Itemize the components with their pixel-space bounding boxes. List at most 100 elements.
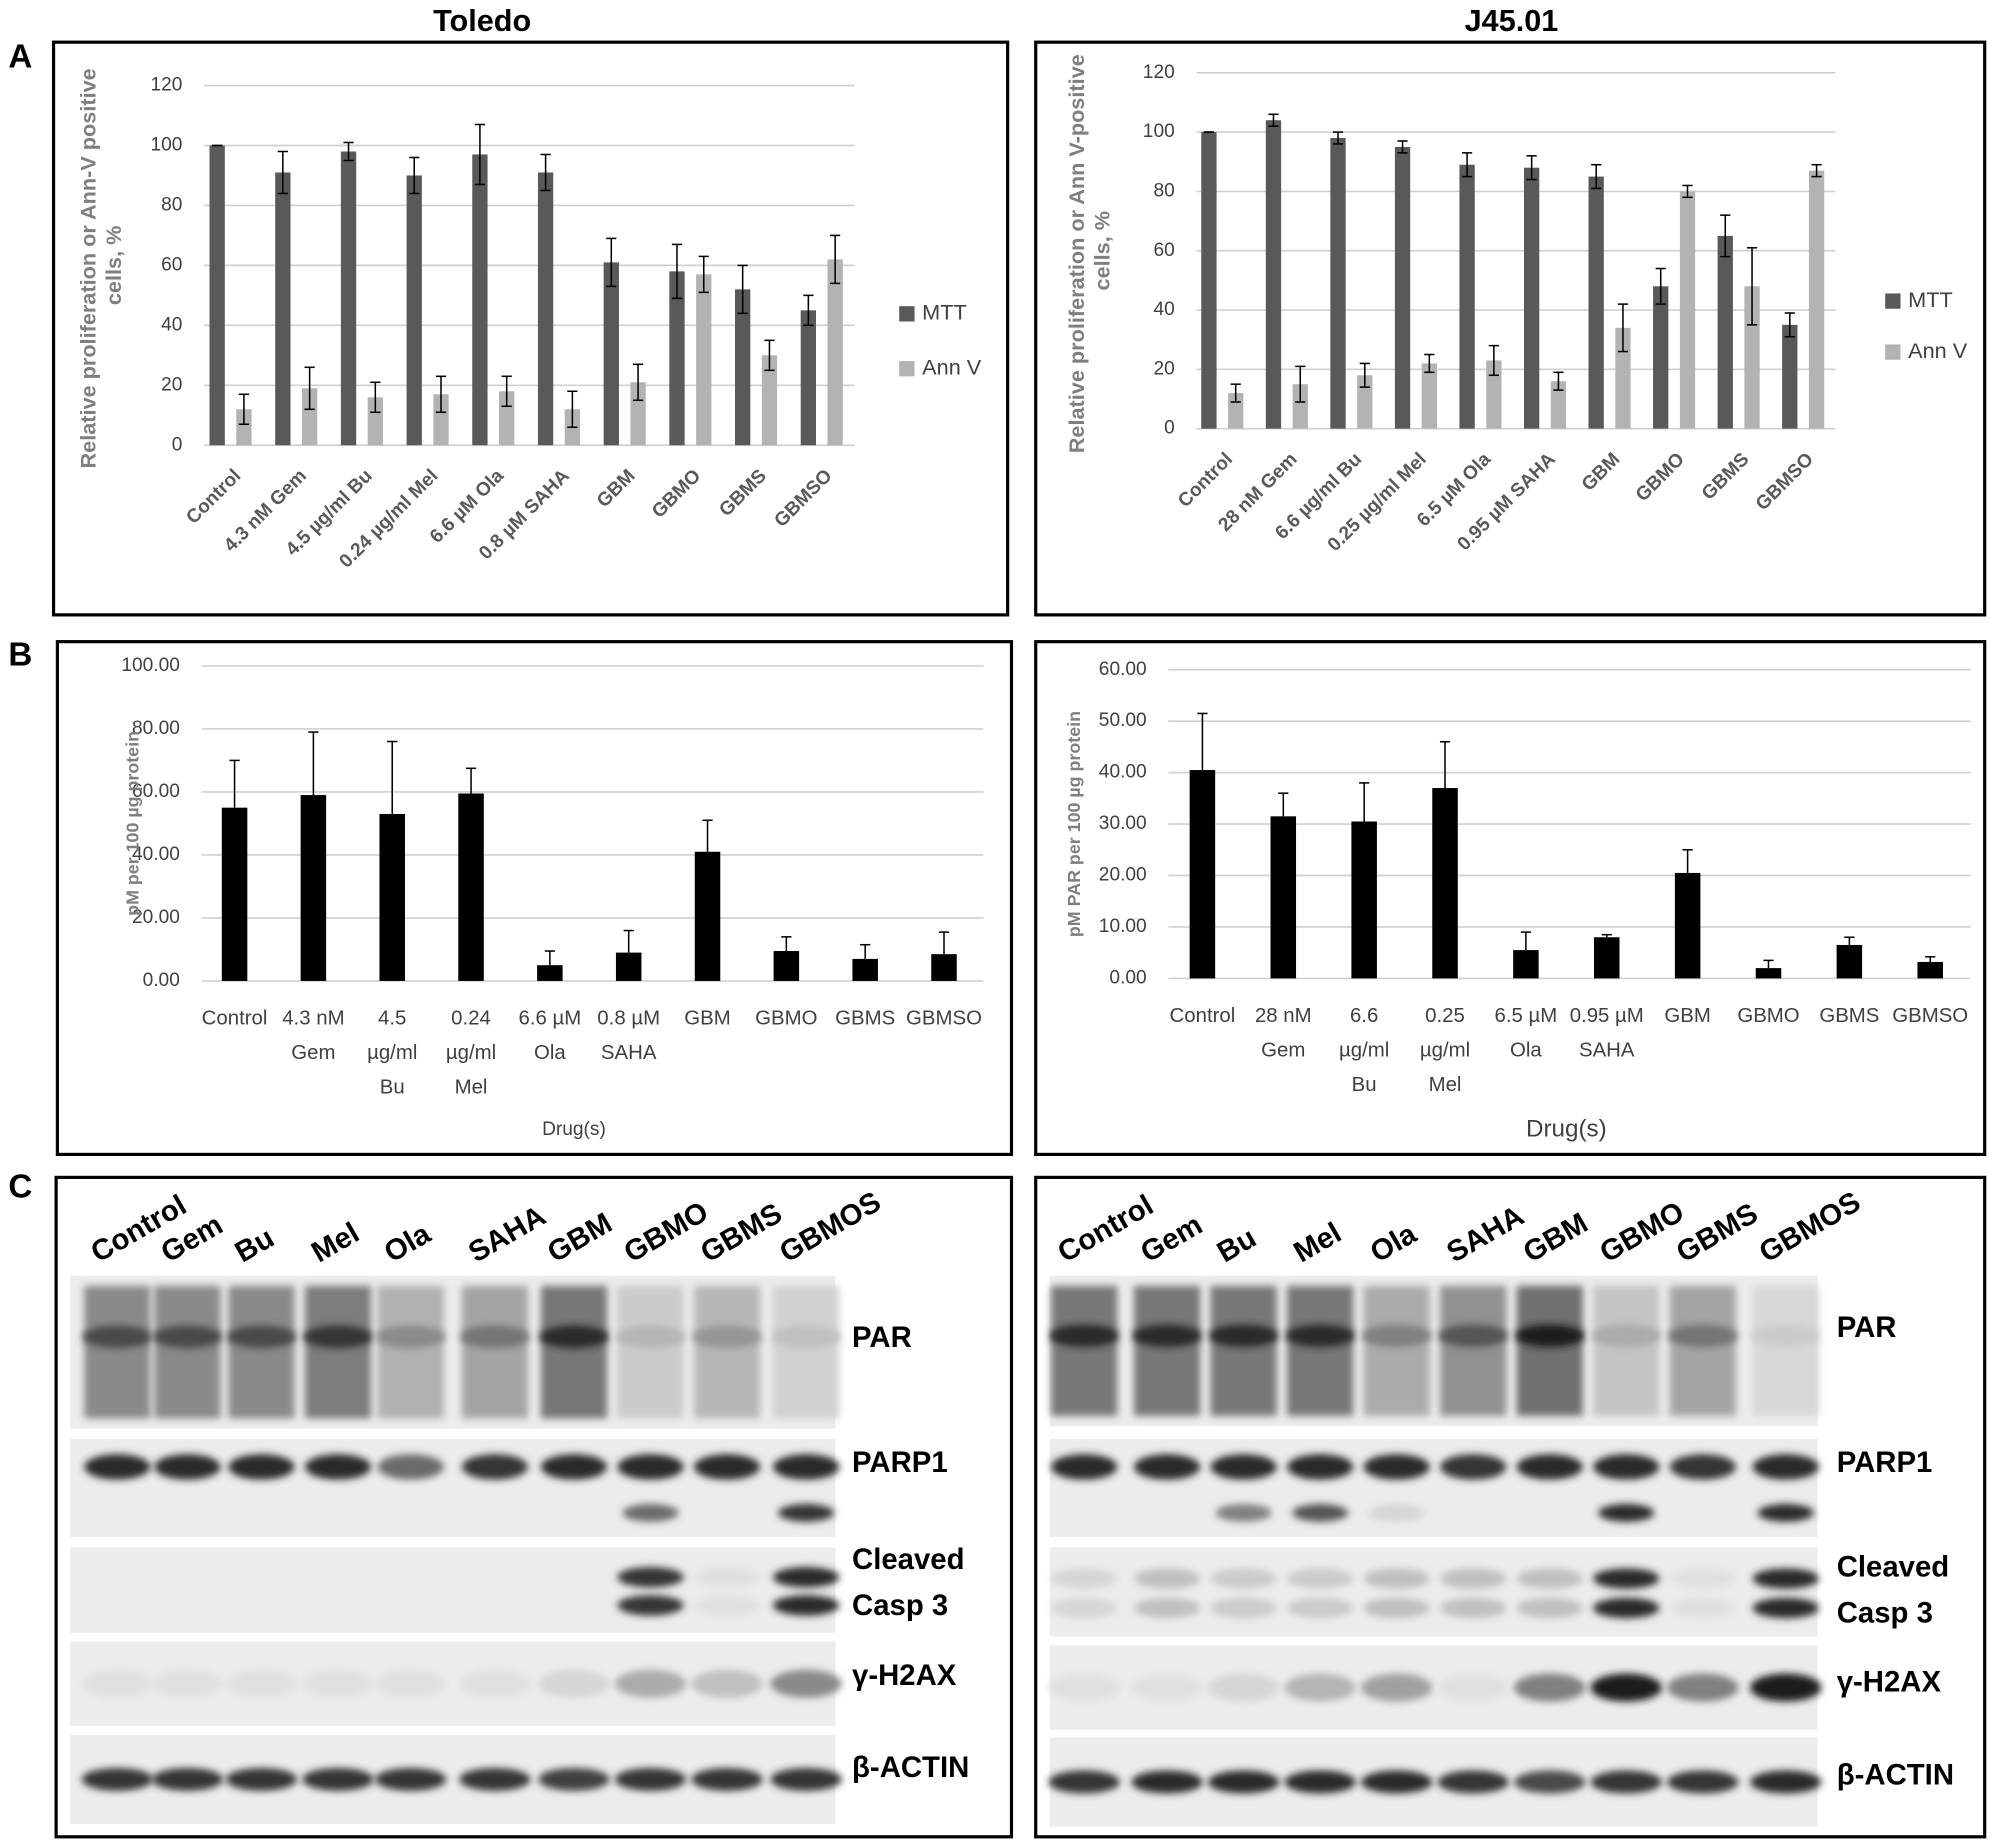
- blot-smear: [1286, 1285, 1354, 1416]
- x-tick-label: µg/ml: [1339, 1039, 1389, 1061]
- x-tick-label: Ola: [1510, 1039, 1542, 1061]
- blot-band: [617, 1454, 684, 1480]
- x-tick-label: SAHA: [1579, 1039, 1635, 1061]
- bar: [458, 793, 484, 981]
- bar: [1432, 788, 1458, 979]
- bar: [1836, 944, 1863, 979]
- blot-smear: [772, 1285, 840, 1419]
- y-tick-label: 60.00: [1099, 659, 1147, 680]
- blot-smear: [1440, 1285, 1507, 1416]
- blot-band: [538, 1669, 610, 1698]
- error-bar: [1720, 214, 1731, 258]
- blot-band: [540, 1454, 608, 1480]
- error-bar: [860, 943, 871, 959]
- x-tick-label: 6.5 µM: [1495, 1005, 1558, 1027]
- blot-band: [377, 1454, 444, 1480]
- x-tick-label: µg/ml: [1420, 1039, 1470, 1061]
- x-axis-label: Drug(s): [542, 1119, 606, 1140]
- blot-band: [459, 1767, 531, 1791]
- blot-band: [1284, 1770, 1356, 1794]
- y-tick-label: 40: [1153, 299, 1174, 320]
- y-axis-label: pM per 100 µg protein: [123, 731, 143, 916]
- bar: [340, 151, 357, 446]
- bar: [1459, 164, 1475, 429]
- blot-band: [1590, 1770, 1662, 1794]
- bar: [800, 310, 817, 446]
- column-title: J45.01: [1465, 4, 1559, 38]
- blot-band: [1593, 1454, 1660, 1480]
- lane-label: GBMOS: [1754, 1185, 1866, 1269]
- blot-band: [82, 1325, 152, 1349]
- x-tick-label: GBM: [1578, 449, 1624, 495]
- bar: [275, 172, 291, 446]
- legend-swatch: [1885, 293, 1901, 309]
- error-bar: [1925, 956, 1936, 962]
- panel-frame: [55, 640, 1014, 1157]
- column-title: Toledo: [433, 4, 531, 38]
- error-bar: [277, 150, 288, 195]
- bar: [1744, 286, 1760, 429]
- blot-smear: [1593, 1285, 1660, 1416]
- band-label: PAR: [852, 1321, 912, 1354]
- blot-band: [84, 1595, 151, 1616]
- blot-band: [539, 1325, 609, 1349]
- x-tick-label: GBMO: [648, 465, 705, 522]
- blot-band: [1437, 1770, 1509, 1794]
- lane-label: Ola: [379, 1217, 437, 1270]
- x-tick-label: 28 nM: [1255, 1005, 1312, 1027]
- error-bar: [1844, 936, 1855, 945]
- blot-band: [377, 1595, 444, 1616]
- error-bar: [1655, 267, 1666, 305]
- blot-band: [1440, 1568, 1507, 1589]
- error-bar: [1461, 152, 1473, 178]
- y-tick-label: 0: [172, 434, 183, 455]
- blot-band: [151, 1669, 224, 1698]
- blot-band: [1286, 1597, 1354, 1619]
- blot-band: [225, 1767, 298, 1791]
- error-bar: [465, 767, 477, 794]
- bar: [1717, 235, 1733, 429]
- bar: [630, 382, 646, 446]
- blot-band: [1752, 1597, 1819, 1619]
- band-label: γ-H2AX: [852, 1659, 957, 1692]
- x-tick-label: GBM: [1664, 1005, 1710, 1027]
- x-tick-label: GBMS: [835, 1008, 895, 1030]
- blot-band: [772, 1454, 840, 1480]
- legend-label: Ann V: [1908, 338, 1968, 363]
- y-tick-label: 100: [1143, 121, 1175, 142]
- blot-band: [614, 1669, 687, 1698]
- blot-band: [772, 1566, 840, 1588]
- legend-swatch: [1885, 344, 1901, 360]
- y-tick-label: 100.00: [121, 655, 180, 676]
- blot-band: [1133, 1568, 1201, 1589]
- blot-band: [1051, 1454, 1118, 1480]
- blot-band: [693, 1454, 761, 1480]
- blot-band: [460, 1325, 530, 1349]
- blot-band: [1051, 1568, 1118, 1589]
- bar: [1755, 968, 1782, 979]
- error-bar: [501, 375, 512, 408]
- error-bar: [702, 819, 713, 852]
- bar: [1588, 176, 1604, 429]
- blot-band: [81, 1669, 154, 1698]
- bar: [761, 355, 778, 446]
- blot-band: [1363, 1597, 1430, 1619]
- error-bar: [370, 381, 381, 414]
- error-bar: [803, 294, 814, 327]
- blot-band: [1368, 1503, 1425, 1522]
- y-tick-label: 120: [150, 75, 182, 96]
- blot-band: [376, 1325, 446, 1349]
- blot-band: [81, 1767, 154, 1791]
- bar: [1808, 170, 1825, 429]
- error-bar: [781, 936, 792, 952]
- x-tick-label: 4.5: [378, 1008, 406, 1030]
- blot-band: [1051, 1597, 1118, 1619]
- error-bar: [544, 950, 555, 966]
- panel-frame: [54, 1175, 1014, 1839]
- x-tick-label: Mel: [1429, 1074, 1462, 1096]
- blot-smear: [1133, 1285, 1201, 1416]
- bar: [406, 175, 422, 446]
- lane-label: Control: [1052, 1189, 1159, 1270]
- legend-label: MTT: [922, 300, 967, 325]
- error-bar: [238, 393, 250, 426]
